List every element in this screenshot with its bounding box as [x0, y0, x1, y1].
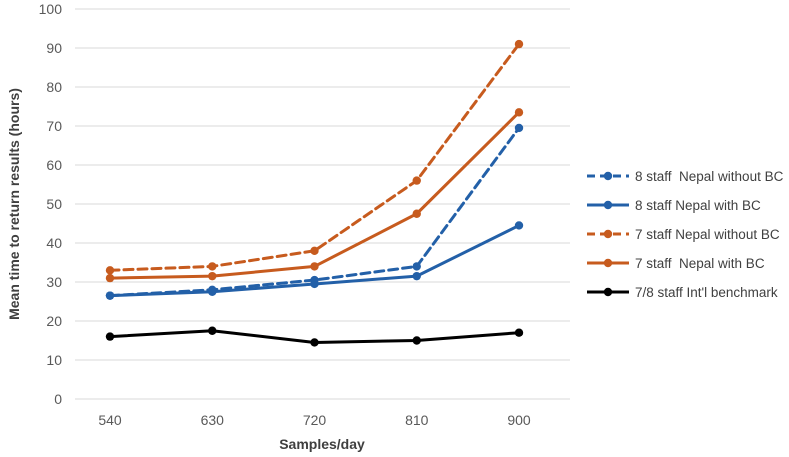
data-point-marker [310, 338, 319, 347]
series-0 [105, 123, 524, 300]
data-point-marker [412, 209, 421, 218]
data-point-marker [412, 262, 421, 271]
x-tick-label: 630 [201, 412, 225, 428]
data-point-marker [310, 246, 319, 255]
y-tick-labels: 0 10 20 30 40 50 60 70 80 90 100 [39, 1, 63, 407]
data-point-marker [514, 39, 524, 49]
data-point-marker [412, 336, 421, 345]
legend-key-icon [587, 287, 629, 297]
y-tick-label: 80 [46, 79, 62, 95]
data-point-marker [105, 266, 115, 275]
y-tick-label: 10 [46, 352, 62, 368]
y-tick-label: 90 [46, 40, 62, 56]
data-point-marker [208, 287, 217, 296]
legend-key-icon [587, 200, 629, 210]
series-2 [105, 39, 524, 275]
legend-item: 8 staff Nepal without BC [586, 166, 783, 186]
legend: 8 staff Nepal without BC 8 staff Nepal wi… [586, 166, 783, 311]
gridlines [75, 8, 570, 400]
data-point-marker [310, 279, 319, 289]
data-point-marker [514, 108, 524, 117]
data-point-marker [208, 271, 217, 281]
data-point-marker [310, 262, 319, 271]
x-tick-label: 900 [507, 412, 531, 428]
data-point-marker [514, 123, 524, 133]
legend-item: 7/8 staff Int'l benchmark [586, 282, 783, 302]
y-tick-label: 30 [46, 274, 62, 290]
data-point-marker [105, 332, 115, 341]
legend-item: 7 staff Nepal with BC [586, 253, 783, 273]
y-tick-label: 0 [54, 391, 62, 407]
x-tick-label: 540 [98, 412, 122, 428]
legend-label: 8 staff Nepal without BC [635, 168, 784, 184]
y-tick-label: 100 [39, 1, 63, 17]
data-point-marker [105, 273, 115, 283]
series-3 [105, 108, 524, 283]
legend-item: 8 staff Nepal with BC [586, 195, 783, 215]
data-point-marker [208, 326, 217, 335]
legend-item: 7 staff Nepal without BC [586, 224, 783, 244]
x-tick-label: 810 [405, 412, 429, 428]
y-tick-label: 50 [46, 196, 62, 212]
y-axis-title: Mean time to return results (hours) [6, 88, 22, 320]
x-tick-label: 720 [303, 412, 327, 428]
y-tick-label: 20 [46, 313, 62, 329]
x-tick-labels: 540 630 720 810 900 [98, 412, 531, 428]
legend-key-icon [587, 171, 629, 181]
series-line [108, 42, 521, 272]
series-4 [105, 326, 524, 347]
data-point-marker [412, 176, 421, 185]
y-tick-label: 40 [46, 235, 62, 251]
legend-label: 7/8 staff Int'l benchmark [635, 284, 778, 300]
legend-label: 7 staff Nepal without BC [635, 226, 780, 242]
data-point-marker [105, 291, 115, 300]
data-point-marker [208, 262, 217, 271]
legend-key-icon [587, 258, 629, 268]
data-point-marker [514, 221, 524, 230]
legend-label: 8 staff Nepal with BC [635, 197, 761, 213]
y-tick-label: 60 [46, 157, 62, 173]
series-1 [105, 221, 524, 300]
legend-key-icon [587, 229, 629, 239]
y-tick-label: 70 [46, 118, 62, 134]
x-axis-title: Samples/day [279, 436, 365, 452]
data-point-marker [412, 271, 421, 281]
legend-label: 7 staff Nepal with BC [635, 255, 765, 271]
data-point-marker [514, 328, 524, 337]
